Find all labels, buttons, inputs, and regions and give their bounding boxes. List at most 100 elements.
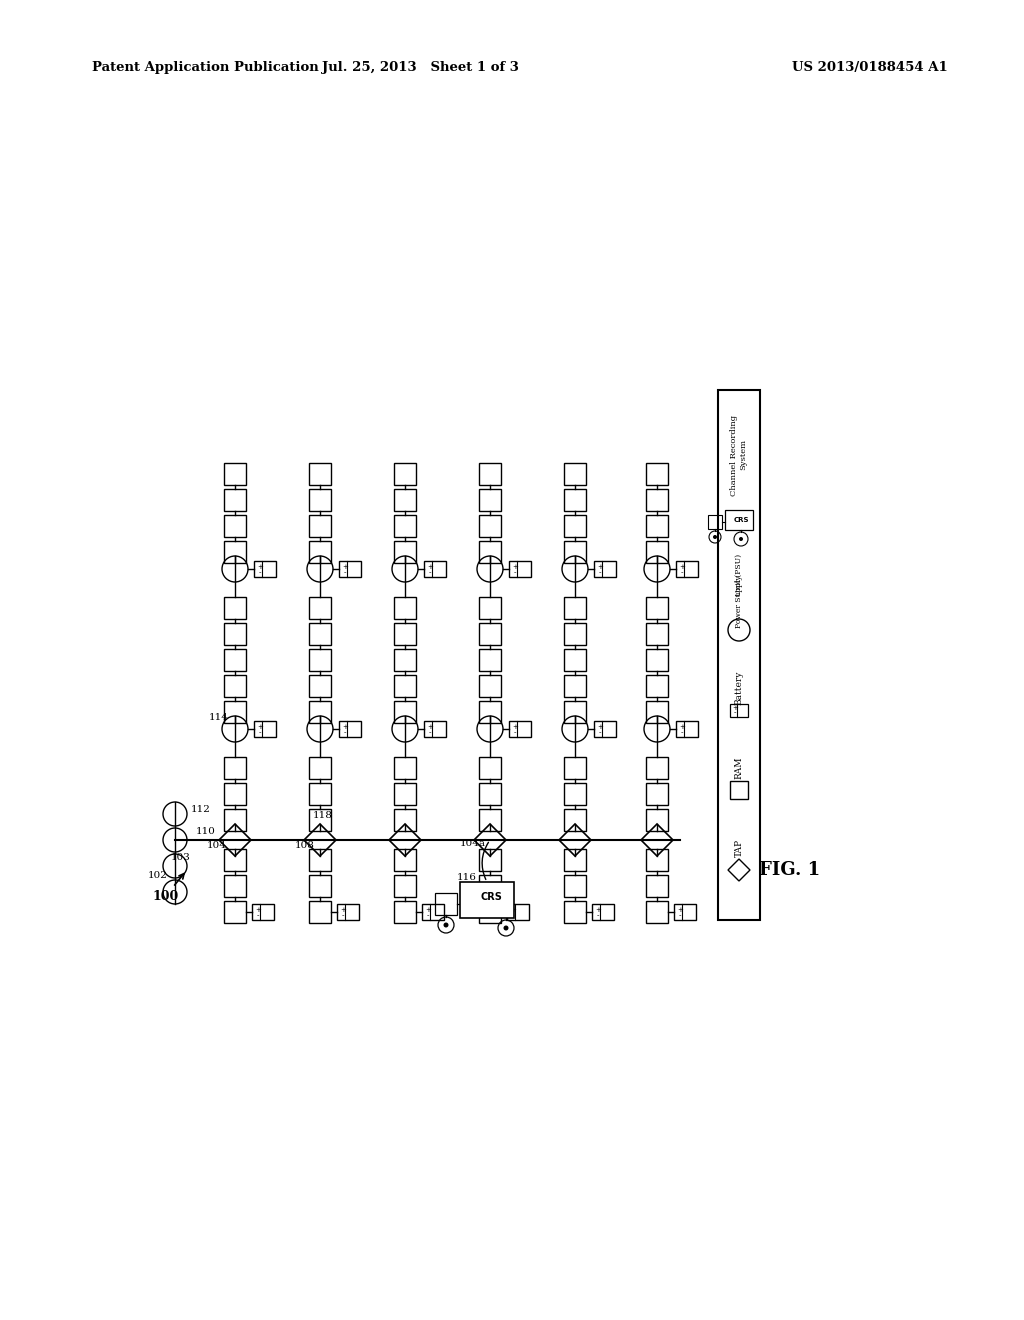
Text: CRS: CRS [480,892,502,902]
Bar [224,849,246,871]
Text: Jul. 25, 2013   Sheet 1 of 3: Jul. 25, 2013 Sheet 1 of 3 [322,62,518,74]
Text: +: + [597,564,603,570]
Bar [224,488,246,511]
Bar [676,561,698,577]
Bar [730,704,748,717]
Bar [509,721,531,737]
Text: Patent Application Publication: Patent Application Publication [92,62,318,74]
Bar [564,515,586,537]
Bar [564,701,586,723]
Bar [509,561,531,577]
Bar [309,809,331,832]
Text: CRS: CRS [733,517,749,523]
Bar [394,902,416,923]
Text: 116: 116 [457,874,477,883]
Text: 104: 104 [207,842,227,850]
Bar [479,849,501,871]
Text: 112: 112 [191,805,211,814]
Bar [224,541,246,564]
Bar [309,875,331,898]
Text: -: - [597,912,599,919]
Bar [646,488,668,511]
Bar [646,541,668,564]
Bar [479,701,501,723]
Bar [479,515,501,537]
Bar [646,875,668,898]
Bar [479,675,501,697]
Bar [479,875,501,898]
Text: +: + [342,723,348,730]
Bar [594,721,616,737]
Bar [309,902,331,923]
Bar [564,756,586,779]
Text: TAP: TAP [734,840,743,857]
Bar [309,675,331,697]
Circle shape [443,923,449,928]
Bar [394,809,416,832]
Text: FIG. 1: FIG. 1 [760,861,820,879]
Bar [564,875,586,898]
Bar [646,849,668,871]
Text: 106: 106 [474,887,494,896]
Text: -: - [259,729,261,735]
Bar [708,515,722,529]
Bar [564,783,586,805]
Bar [394,756,416,779]
Text: +: + [679,564,685,570]
Bar [479,756,501,779]
Bar [646,809,668,832]
Bar [394,597,416,619]
Bar [435,894,457,915]
Text: -: - [342,912,344,919]
Bar [394,701,416,723]
Text: +: + [427,564,433,570]
Bar [564,541,586,564]
Text: 114: 114 [209,713,229,722]
Bar [646,463,668,484]
Bar [224,809,246,832]
Text: -: - [734,710,736,715]
Text: -: - [512,912,514,919]
Bar [564,849,586,871]
Bar [646,623,668,645]
Bar [646,701,668,723]
Bar [564,902,586,923]
Text: -: - [429,729,431,735]
Bar [730,781,748,799]
Text: -: - [679,912,681,919]
Bar [594,561,616,577]
Text: 100: 100 [152,874,184,903]
Bar [254,561,276,577]
Text: -: - [344,729,346,735]
Bar [309,463,331,484]
Text: +: + [677,907,683,912]
Text: +: + [255,907,261,912]
Bar [479,783,501,805]
Bar [224,675,246,697]
Bar [394,488,416,511]
Bar [564,809,586,832]
Bar [725,510,753,531]
Bar [224,515,246,537]
Text: +: + [512,723,518,730]
Bar [224,463,246,484]
Bar [309,756,331,779]
Text: 102: 102 [148,870,168,879]
Bar [479,623,501,645]
Bar [309,541,331,564]
Bar [479,597,501,619]
Bar [479,809,501,832]
Bar [394,541,416,564]
Text: -: - [599,569,601,576]
Text: +: + [342,564,348,570]
Text: -: - [681,729,683,735]
Bar [646,783,668,805]
Bar [224,623,246,645]
Text: -: - [681,569,683,576]
Text: -: - [599,729,601,735]
Bar [646,649,668,671]
Bar [224,756,246,779]
Bar [224,875,246,898]
Bar [479,488,501,511]
Text: Battery: Battery [734,671,743,705]
